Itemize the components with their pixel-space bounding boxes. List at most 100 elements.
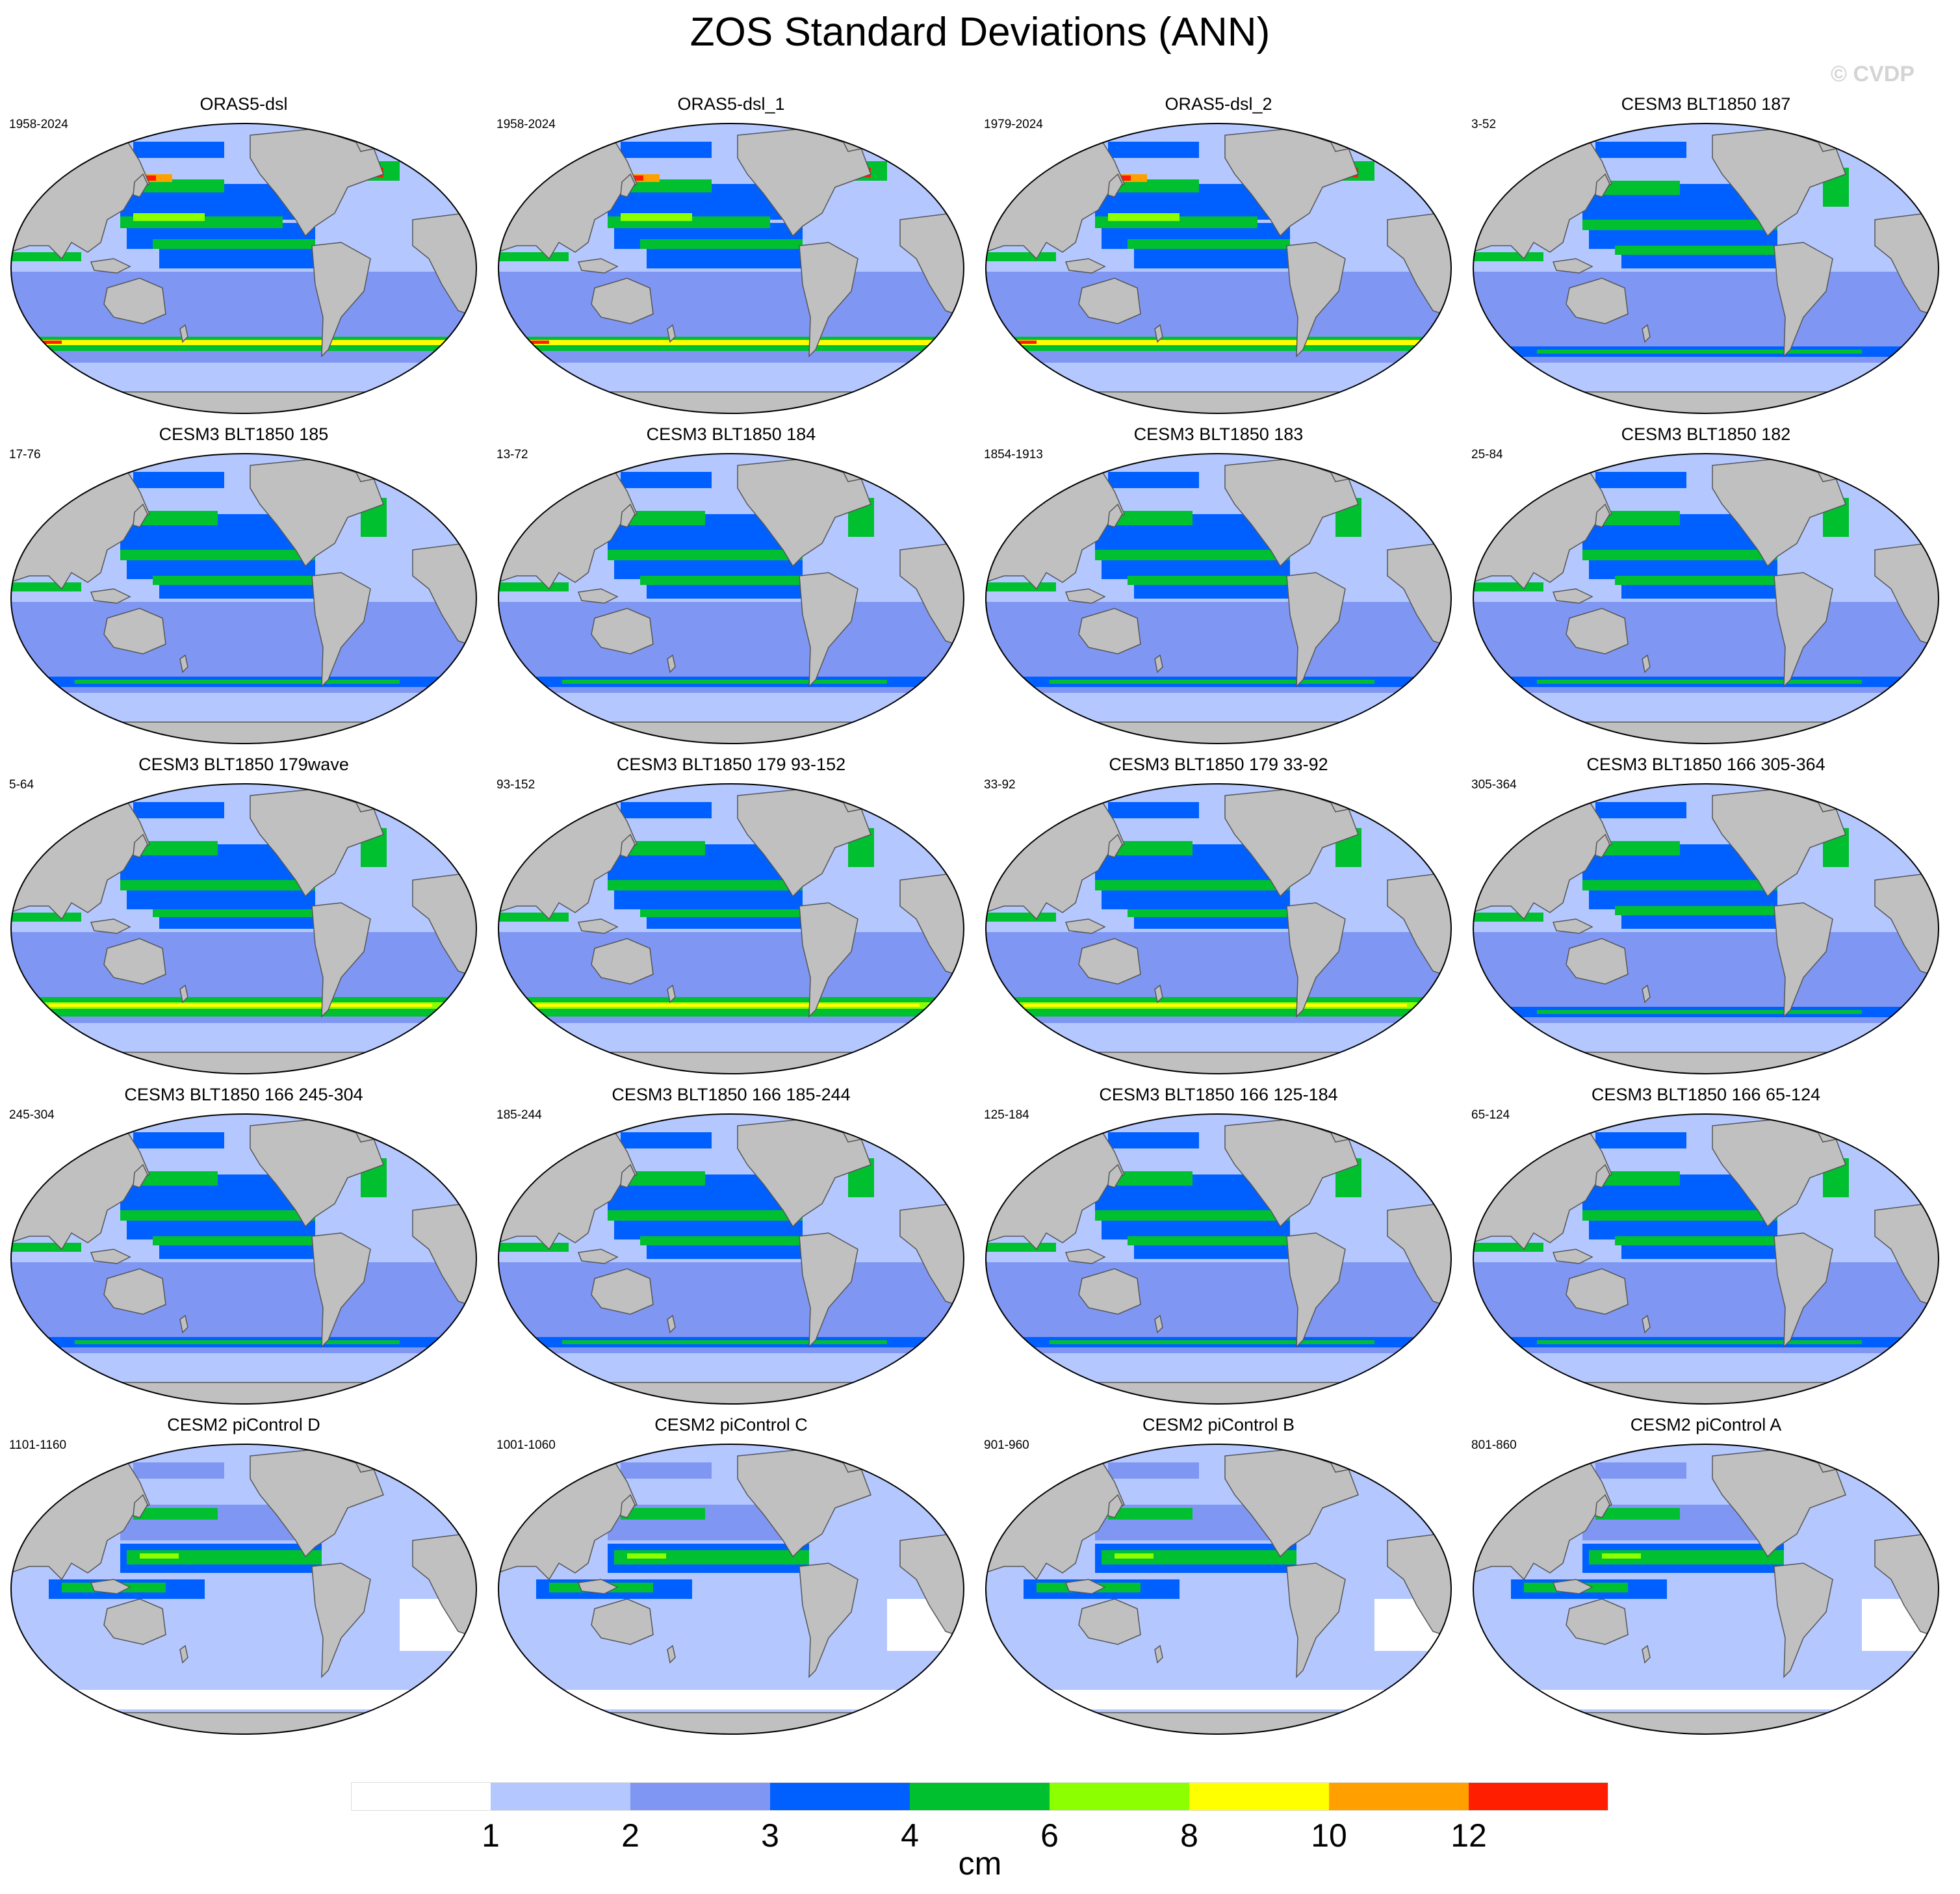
south-america-landmass — [311, 902, 371, 1018]
variance-band — [621, 1132, 712, 1148]
new-zealand-island — [1642, 1314, 1651, 1334]
new-zealand-island — [179, 324, 188, 343]
antarctica-landmass — [498, 1712, 964, 1734]
variance-band — [1473, 958, 1939, 991]
japan-island — [133, 833, 148, 858]
variance-band — [1602, 511, 1680, 525]
australia-landmass — [1566, 938, 1629, 985]
variance-band — [1473, 602, 1939, 628]
map-border — [985, 1444, 1452, 1735]
variance-band — [1115, 841, 1193, 855]
colorbar-units: cm — [958, 1845, 1002, 1882]
japan-island — [620, 833, 636, 858]
map-border — [498, 1444, 964, 1735]
australia-landmass — [1078, 1268, 1141, 1315]
variance-band — [627, 1171, 705, 1186]
indonesia-islands — [577, 1249, 619, 1264]
variance-band — [1473, 1592, 1939, 1683]
ocean-map — [1473, 1113, 1939, 1405]
japan-island — [620, 1163, 636, 1188]
variance-band — [133, 1132, 224, 1148]
panel-years: 185-244 — [496, 1108, 542, 1122]
map-panel: CESM3 BLT1850 166 305-364 305-364 — [1462, 755, 1950, 1080]
variance-band — [1473, 298, 1939, 330]
variance-band — [75, 1340, 400, 1344]
south-america-landmass — [1286, 572, 1346, 688]
variance-band — [1108, 802, 1199, 818]
indonesia-islands — [1552, 1579, 1593, 1594]
variance-band — [640, 1236, 803, 1245]
south-america-landmass — [1286, 1563, 1346, 1678]
variance-band — [1582, 880, 1777, 890]
variance-band — [986, 958, 1451, 991]
ocean-map — [1473, 123, 1939, 414]
colorbar-tick-label: 2 — [621, 1817, 639, 1854]
variance-band — [621, 1508, 705, 1520]
ocean-map — [10, 453, 477, 744]
variance-band — [986, 602, 1451, 628]
variance-band — [1134, 249, 1290, 268]
variance-band — [1615, 576, 1777, 585]
variance-band — [562, 680, 887, 684]
panel-title: ORAS5-dsl_1 — [677, 94, 785, 114]
variance-band — [1128, 239, 1290, 249]
panel-years: 245-304 — [9, 1108, 55, 1122]
variance-band — [986, 272, 1451, 298]
japan-island — [133, 1163, 148, 1188]
map-panel: ORAS5-dsl_1 1958-2024 — [487, 94, 975, 419]
variance-band — [986, 932, 1451, 958]
panel-title: CESM2 piControl C — [654, 1415, 808, 1434]
variance-band — [11, 1288, 476, 1321]
panel-title: CESM3 BLT1850 185 — [159, 424, 329, 444]
variance-band — [986, 913, 1056, 922]
variance-band — [1582, 1210, 1777, 1221]
variance-band — [133, 802, 224, 818]
variance-band — [1595, 1462, 1686, 1479]
map-border — [985, 783, 1452, 1074]
variance-band — [498, 252, 569, 261]
australia-landmass — [1078, 608, 1141, 655]
panel-years: 1101-1160 — [9, 1438, 67, 1452]
colorbar-tick-label: 1 — [482, 1817, 500, 1854]
panel-title: CESM3 BLT1850 179wave — [138, 755, 349, 774]
variance-band — [627, 511, 705, 525]
antarctica-landmass — [11, 721, 476, 744]
variance-band — [140, 1553, 179, 1559]
ocean-map — [985, 1444, 1452, 1735]
map-border — [498, 783, 964, 1074]
australia-landmass — [103, 1268, 166, 1315]
map-panel: CESM2 piControl B 901-960 — [975, 1415, 1462, 1740]
new-zealand-island — [1642, 654, 1651, 673]
variance-band — [608, 880, 803, 890]
colorbar — [351, 1782, 1608, 1811]
variance-band — [498, 602, 964, 628]
ocean-map — [985, 123, 1452, 414]
map-border — [1473, 453, 1939, 744]
variance-band — [1602, 1553, 1641, 1559]
new-zealand-island — [667, 1644, 676, 1664]
map-panel: CESM3 BLT1850 185 17-76 — [0, 424, 487, 749]
australia-landmass — [591, 1598, 654, 1645]
south-america-landmass — [799, 242, 858, 357]
map-border — [10, 453, 477, 744]
variance-band — [1602, 1171, 1680, 1186]
new-zealand-island — [1642, 984, 1651, 1004]
australia-landmass — [103, 1598, 166, 1645]
variance-band — [1595, 1508, 1680, 1520]
variance-band — [986, 1592, 1451, 1683]
panel-title: CESM3 BLT1850 184 — [646, 424, 816, 444]
variance-band — [153, 909, 315, 917]
variance-band — [133, 142, 224, 158]
variance-band — [986, 1262, 1451, 1288]
ocean-map — [985, 453, 1452, 744]
panel-title: CESM2 piControl D — [167, 1415, 320, 1434]
variance-band — [1602, 181, 1680, 195]
variance-band — [1473, 1262, 1939, 1288]
new-zealand-island — [667, 984, 676, 1004]
variance-band — [140, 841, 218, 855]
map-border — [10, 1444, 477, 1735]
ocean-map — [10, 1113, 477, 1405]
ocean-map — [10, 1444, 477, 1735]
japan-island — [1107, 1494, 1123, 1518]
variance-band — [133, 1462, 224, 1479]
